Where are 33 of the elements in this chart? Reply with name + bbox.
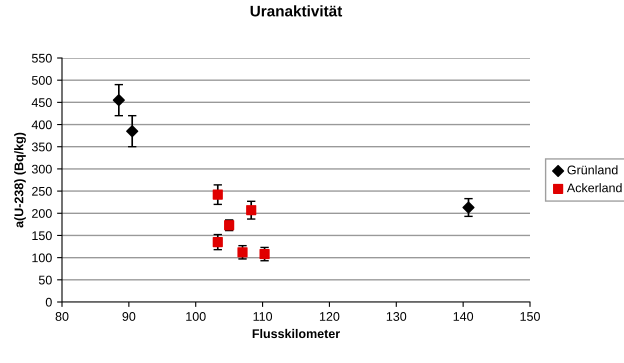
x-tick-label: 120 — [320, 312, 340, 321]
y-tick-label: 350 — [32, 142, 52, 152]
legend-label: Ackerland — [566, 183, 622, 192]
point — [246, 205, 256, 216]
x-tick-label: 110 — [254, 312, 272, 321]
point — [462, 201, 475, 214]
y-tick-label: 100 — [32, 253, 52, 262]
point — [212, 237, 223, 248]
x-tick-label: 80 — [56, 312, 68, 321]
legend-label: Grünland — [567, 165, 618, 174]
point — [237, 247, 248, 258]
point — [126, 125, 138, 138]
chart-title: Uranaktivität — [250, 5, 342, 16]
y-tick-label: 450 — [32, 98, 52, 108]
x-tick-label: 90 — [122, 312, 136, 321]
x-tick-label: 150 — [520, 312, 540, 321]
y-tick-label: 50 — [38, 276, 52, 284]
y-tick-label: 400 — [32, 120, 52, 130]
point — [259, 249, 270, 260]
y-tick-label: 300 — [32, 164, 52, 174]
y-tick-label: 150 — [32, 231, 52, 240]
x-tick-label: 140 — [454, 312, 474, 321]
point — [112, 94, 125, 106]
y-tick-label: 500 — [32, 76, 52, 85]
x-tick-label: 100 — [186, 312, 206, 321]
y-axis-title: a(U-238) (Bq/kg) — [14, 132, 26, 228]
x-axis-title: Flusskilometer — [252, 328, 340, 338]
x-tick-label: 130 — [386, 312, 406, 321]
point — [212, 190, 223, 200]
y-tick-label: 550 — [32, 54, 52, 63]
y-tick-label: 250 — [32, 186, 52, 196]
y-tick-label: 0 — [46, 298, 52, 307]
y-tick-label: 200 — [32, 209, 52, 218]
